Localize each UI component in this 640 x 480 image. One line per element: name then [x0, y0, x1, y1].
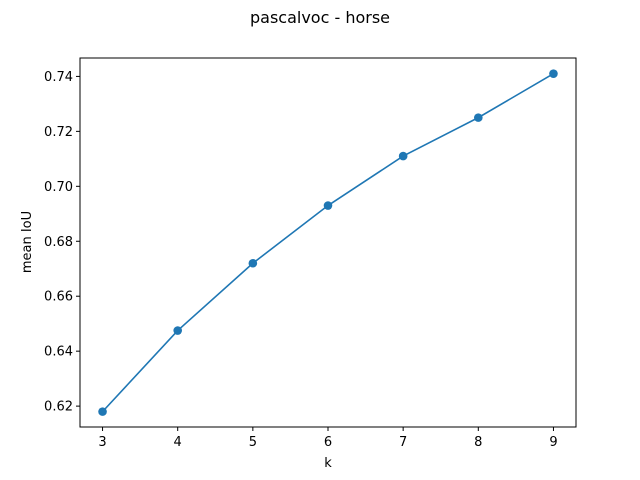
y-tick-label-0: 0.62 — [44, 400, 73, 415]
y-tick-label-4: 0.70 — [44, 180, 73, 195]
x-tick-label-2: 5 — [249, 435, 257, 450]
x-tick-label-1: 4 — [174, 435, 182, 450]
data-point-0-3 — [323, 201, 333, 210]
y-axis-label: mean IoU — [20, 211, 35, 273]
y-tick-label-6: 0.74 — [44, 70, 73, 85]
data-point-0-4 — [398, 151, 408, 161]
data-point-0-1 — [173, 326, 182, 335]
x-tick-label-6: 9 — [549, 435, 557, 450]
y-tick-label-3: 0.68 — [44, 235, 73, 250]
plot-area: 3 4 5 6 7 8 9 0.62 0.64 0.66 0.68 0.70 0.72 0.74 — [44, 57, 577, 450]
data-point-0-0 — [98, 407, 107, 416]
data-point-0-6 — [549, 69, 558, 78]
chart-title: pascalvoc - horse — [250, 8, 390, 27]
data-point-0-5 — [474, 113, 483, 122]
y-tick-label-2: 0.66 — [44, 290, 73, 305]
data-point-0-2 — [248, 258, 258, 268]
x-tick-label-0: 3 — [98, 435, 106, 450]
x-axis-label: k — [324, 456, 332, 471]
x-tick-label-5: 8 — [474, 435, 482, 450]
x-tick-label-3: 6 — [324, 435, 332, 450]
y-tick-label-1: 0.64 — [44, 345, 73, 360]
y-tick-label-5: 0.72 — [44, 125, 73, 140]
x-tick-label-4: 7 — [399, 435, 407, 450]
